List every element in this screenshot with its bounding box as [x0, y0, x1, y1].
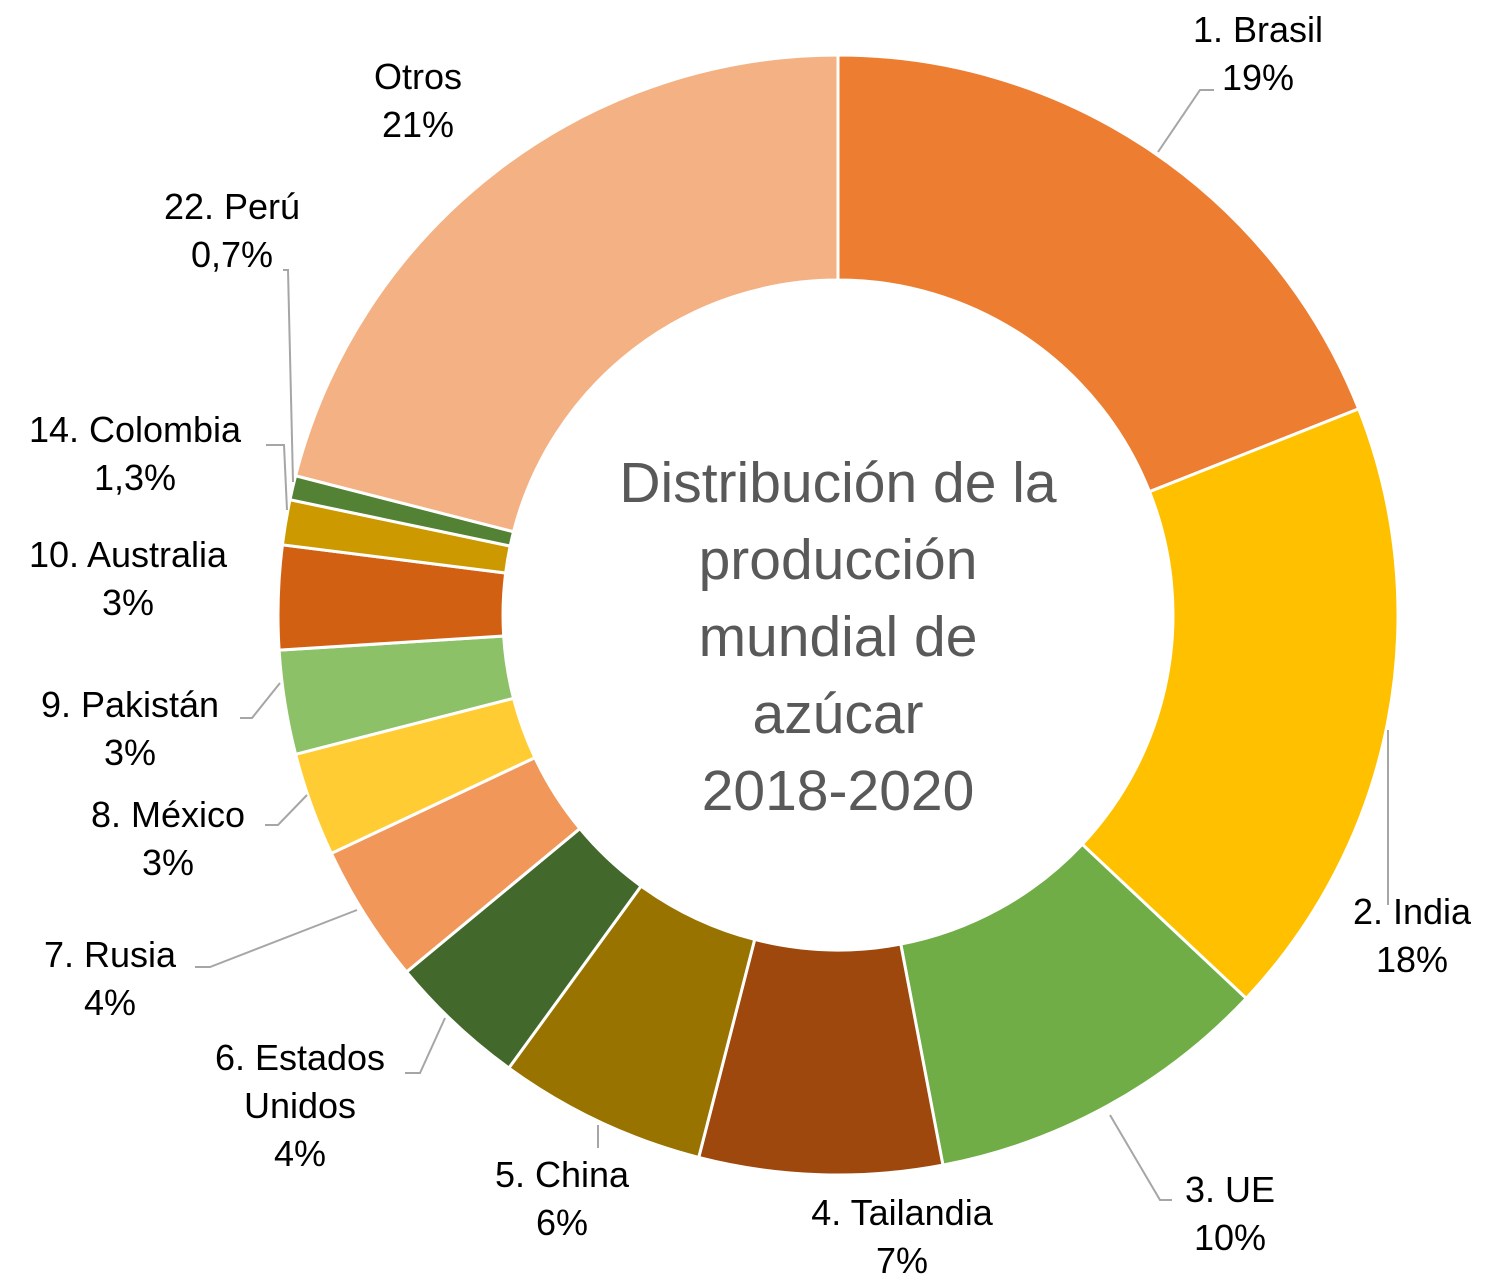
category-label: 14. Colombia — [28, 409, 242, 450]
data-label: 2. India 18% — [1232, 888, 1486, 984]
slice — [293, 53, 840, 534]
leader-line — [1109, 1114, 1172, 1201]
category-label: 7. Rusia — [43, 934, 177, 975]
data-label: 1. Brasil 19% — [1078, 6, 1438, 102]
value-label: 3% — [103, 732, 157, 773]
category-label: 22. Perú — [163, 186, 301, 227]
leader-line — [265, 794, 308, 826]
data-label: 4. Tailandia 7% — [722, 1189, 1082, 1285]
value-label: 3% — [101, 582, 155, 623]
value-label: 3% — [141, 842, 195, 883]
data-label: 22. Perú 0,7% — [52, 183, 412, 279]
category-label: 9. Pakistán — [40, 684, 220, 725]
leader-line — [195, 909, 358, 968]
value-label: 7% — [875, 1240, 929, 1281]
data-label: 9. Pakistán 3% — [0, 681, 310, 777]
data-label: 8. México 3% — [0, 791, 348, 887]
leader-line — [405, 1017, 446, 1074]
chart-title: Distribución de la producción mundial de… — [619, 451, 1057, 823]
data-label: 7. Rusia 4% — [0, 931, 290, 1027]
value-label: 10% — [1193, 1217, 1267, 1258]
value-label: 4% — [273, 1133, 327, 1174]
data-label: 14. Colombia 1,3% — [0, 406, 315, 502]
data-label: Otros 21% — [238, 53, 598, 149]
category-label: 6. Estados Unidos — [214, 1037, 386, 1126]
data-label: 3. UE 10% — [1050, 1166, 1410, 1262]
category-label: 5. China — [494, 1154, 630, 1195]
data-label: 6. Estados Unidos 4% — [120, 1034, 480, 1178]
category-label: Otros — [373, 56, 462, 97]
value-label: 21% — [381, 104, 455, 145]
category-label: 8. México — [90, 794, 246, 835]
leader-line — [283, 269, 294, 483]
value-label: 18% — [1375, 939, 1449, 980]
leader-line — [266, 444, 288, 511]
category-label: 10. Australia — [28, 534, 228, 575]
value-label: 4% — [83, 982, 137, 1023]
category-label: 1. Brasil — [1192, 9, 1324, 50]
category-label: 3. UE — [1184, 1169, 1276, 1210]
leader-line — [240, 682, 281, 719]
value-label: 1,3% — [93, 457, 177, 498]
slice — [1080, 406, 1400, 1001]
leader-line — [1157, 89, 1214, 153]
data-label: 5. China 6% — [382, 1151, 742, 1247]
value-label: 6% — [535, 1202, 589, 1243]
value-label: 0,7% — [190, 234, 274, 275]
category-label: 2. India — [1352, 891, 1472, 932]
data-label: 10. Australia 3% — [0, 531, 308, 627]
slice — [836, 53, 1361, 494]
value-label: 19% — [1221, 57, 1295, 98]
category-label: 4. Tailandia — [811, 1192, 993, 1233]
